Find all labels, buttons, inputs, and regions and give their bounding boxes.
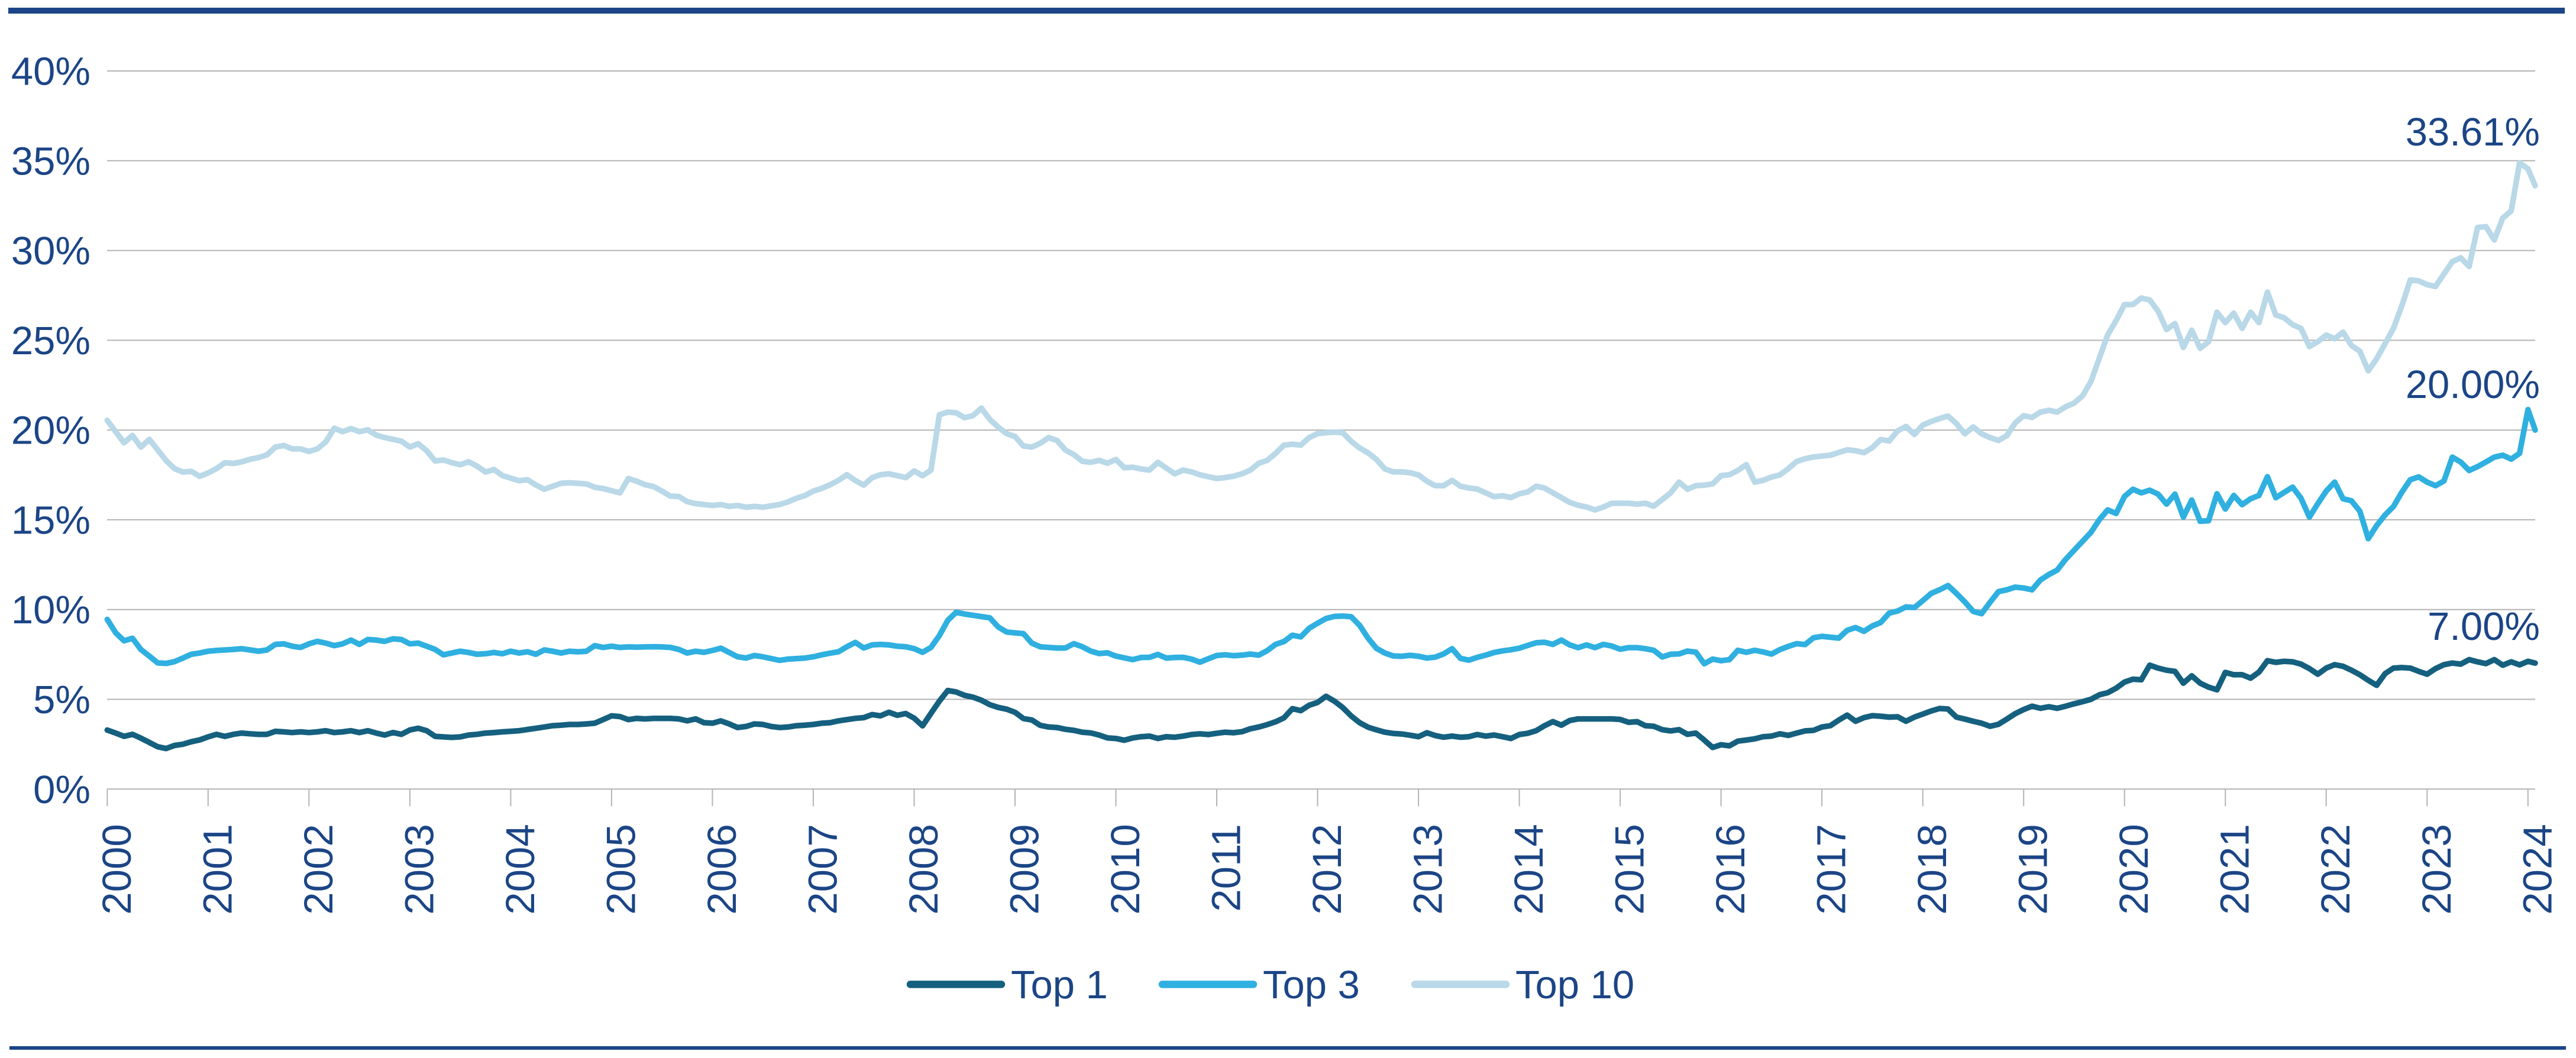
svg-text:20.00%: 20.00% [2406, 363, 2540, 407]
svg-text:2009: 2009 [1002, 824, 1048, 915]
svg-text:2020: 2020 [2111, 824, 2157, 915]
svg-text:Top 1: Top 1 [1011, 963, 1108, 1007]
svg-text:2017: 2017 [1809, 824, 1854, 915]
svg-text:2015: 2015 [1607, 824, 1653, 915]
svg-text:5%: 5% [33, 678, 91, 722]
svg-text:2006: 2006 [699, 824, 745, 915]
svg-text:2008: 2008 [901, 824, 946, 915]
svg-text:2001: 2001 [195, 824, 240, 915]
svg-text:Top 10: Top 10 [1515, 963, 1634, 1007]
svg-text:2016: 2016 [1708, 824, 1753, 915]
svg-text:2014: 2014 [1506, 824, 1552, 915]
svg-text:0%: 0% [33, 768, 91, 812]
svg-text:33.61%: 33.61% [2406, 110, 2540, 154]
svg-text:2002: 2002 [296, 824, 341, 915]
svg-text:2018: 2018 [1909, 824, 1955, 915]
svg-text:2000: 2000 [94, 824, 140, 915]
svg-text:20%: 20% [11, 409, 91, 453]
svg-text:35%: 35% [11, 139, 91, 183]
svg-text:2005: 2005 [598, 824, 644, 915]
svg-text:2012: 2012 [1304, 824, 1350, 915]
svg-text:2022: 2022 [2313, 824, 2358, 915]
svg-text:25%: 25% [11, 319, 91, 363]
svg-text:Top 3: Top 3 [1263, 963, 1360, 1007]
svg-text:2021: 2021 [2212, 824, 2258, 915]
svg-text:2010: 2010 [1103, 824, 1148, 915]
svg-text:2011: 2011 [1204, 824, 1249, 911]
svg-text:2019: 2019 [2011, 824, 2056, 915]
svg-text:2003: 2003 [396, 824, 442, 915]
svg-text:15%: 15% [11, 498, 91, 542]
svg-text:2024: 2024 [2514, 824, 2560, 915]
svg-text:2004: 2004 [497, 824, 543, 915]
svg-text:7.00%: 7.00% [2428, 604, 2540, 649]
svg-text:10%: 10% [11, 588, 91, 632]
svg-text:2013: 2013 [1405, 824, 1451, 915]
svg-text:2023: 2023 [2414, 824, 2459, 915]
svg-text:2007: 2007 [800, 824, 845, 915]
svg-text:40%: 40% [11, 50, 91, 94]
svg-text:30%: 30% [11, 229, 91, 273]
